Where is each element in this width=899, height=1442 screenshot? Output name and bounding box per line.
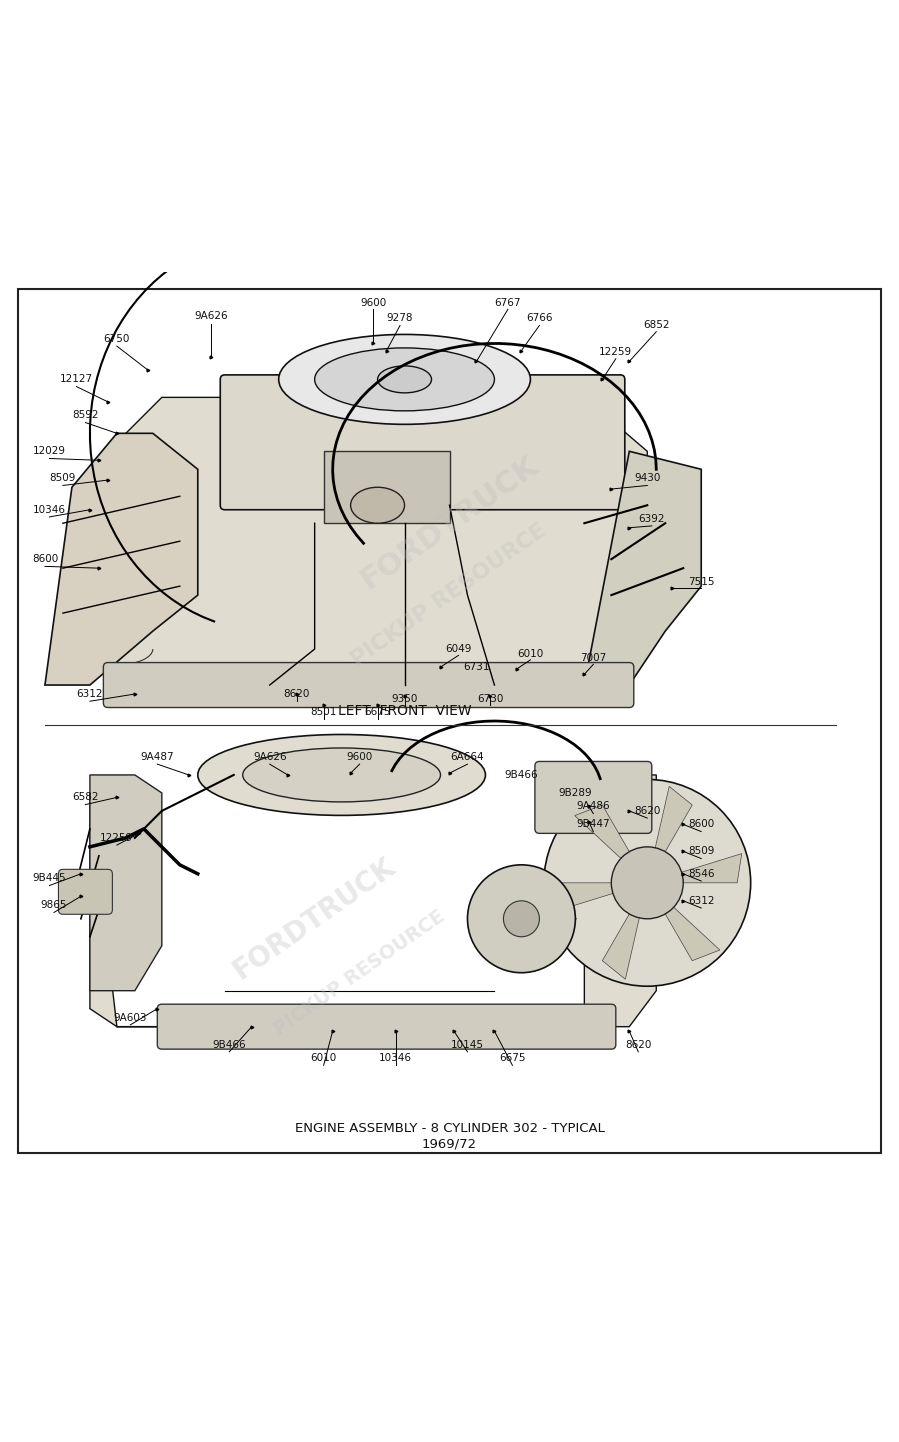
Text: 6049: 6049 [445, 645, 472, 655]
Text: 12259: 12259 [101, 833, 133, 844]
Text: 6A664: 6A664 [450, 751, 485, 761]
Text: 9865: 9865 [40, 900, 67, 910]
Text: 6675: 6675 [499, 1053, 526, 1063]
Text: 8509: 8509 [688, 846, 715, 857]
Text: 9A486: 9A486 [576, 802, 610, 812]
Text: 9430: 9430 [634, 473, 661, 483]
Polygon shape [647, 883, 720, 960]
Text: 6731: 6731 [463, 662, 490, 672]
Text: 9B466: 9B466 [212, 1040, 246, 1050]
Text: ENGINE ASSEMBLY - 8 CYLINDER 302 - TYPICAL: ENGINE ASSEMBLY - 8 CYLINDER 302 - TYPIC… [295, 1122, 604, 1135]
Polygon shape [90, 774, 656, 1027]
Text: 8620: 8620 [634, 806, 661, 816]
Text: 9A626: 9A626 [253, 751, 287, 761]
Text: LEFT  FRONT  VIEW: LEFT FRONT VIEW [338, 704, 471, 718]
Polygon shape [553, 883, 647, 911]
Text: 8600: 8600 [688, 819, 715, 829]
Ellipse shape [315, 348, 494, 411]
Circle shape [503, 901, 539, 937]
FancyBboxPatch shape [18, 290, 881, 1152]
Text: 6010: 6010 [310, 1053, 337, 1063]
Text: 9B289: 9B289 [558, 787, 592, 797]
FancyBboxPatch shape [103, 662, 634, 708]
FancyBboxPatch shape [58, 870, 112, 914]
Text: 9600: 9600 [346, 751, 373, 761]
Ellipse shape [198, 734, 485, 815]
Text: 9A626: 9A626 [194, 311, 228, 322]
FancyBboxPatch shape [535, 761, 652, 833]
Text: 12259: 12259 [600, 348, 632, 358]
Text: 8546: 8546 [688, 870, 715, 878]
Polygon shape [574, 805, 647, 883]
Ellipse shape [378, 366, 432, 392]
Text: 9B445: 9B445 [32, 874, 67, 884]
Text: 6392: 6392 [638, 513, 665, 523]
Text: 9B447: 9B447 [576, 819, 610, 829]
Text: 8620: 8620 [625, 1040, 652, 1050]
Ellipse shape [243, 748, 441, 802]
Text: 6750: 6750 [103, 335, 130, 345]
FancyBboxPatch shape [324, 451, 450, 523]
Text: 8600: 8600 [31, 554, 58, 564]
Text: 9600: 9600 [360, 298, 387, 309]
Text: 8509: 8509 [49, 473, 76, 483]
FancyBboxPatch shape [157, 1004, 616, 1050]
Text: 9350: 9350 [391, 694, 418, 704]
Text: 10145: 10145 [451, 1040, 484, 1050]
Text: PICKUP RESOURCE: PICKUP RESOURCE [271, 907, 449, 1040]
Text: 6766: 6766 [526, 313, 553, 323]
Ellipse shape [351, 487, 405, 523]
Text: 7515: 7515 [688, 577, 715, 587]
Text: 8501: 8501 [310, 707, 337, 717]
Text: PICKUP RESOURCE: PICKUP RESOURCE [348, 521, 551, 671]
Text: 6010: 6010 [517, 649, 544, 659]
Polygon shape [90, 774, 162, 991]
Text: 6582: 6582 [72, 793, 99, 802]
Text: 6730: 6730 [476, 694, 503, 704]
Polygon shape [647, 854, 742, 883]
Circle shape [544, 780, 751, 986]
Text: 6852: 6852 [643, 320, 670, 330]
Text: 8620: 8620 [283, 689, 310, 699]
Text: 12127: 12127 [60, 375, 93, 385]
Text: 6312: 6312 [76, 689, 103, 699]
Polygon shape [647, 786, 692, 883]
Text: 6675: 6675 [364, 707, 391, 717]
Text: 12029: 12029 [33, 447, 66, 456]
Text: 9278: 9278 [387, 313, 414, 323]
Circle shape [611, 846, 683, 919]
Polygon shape [602, 883, 647, 979]
Text: FORDTRUCK: FORDTRUCK [228, 852, 401, 985]
Text: FORDTRUCK: FORDTRUCK [355, 451, 544, 596]
Text: 6312: 6312 [688, 895, 715, 906]
FancyBboxPatch shape [220, 375, 625, 509]
Text: 10346: 10346 [379, 1053, 412, 1063]
Text: 9A603: 9A603 [113, 1012, 147, 1022]
Polygon shape [45, 433, 198, 685]
Text: 6767: 6767 [494, 298, 521, 309]
Text: 7007: 7007 [580, 653, 607, 663]
Text: 1969/72: 1969/72 [422, 1138, 477, 1151]
Text: 9B466: 9B466 [504, 770, 539, 780]
Polygon shape [108, 398, 647, 685]
Polygon shape [584, 451, 701, 685]
Text: 9A487: 9A487 [140, 751, 174, 761]
Ellipse shape [279, 335, 530, 424]
Text: 8592: 8592 [72, 411, 99, 420]
Circle shape [467, 865, 575, 973]
Text: 10346: 10346 [33, 505, 66, 515]
